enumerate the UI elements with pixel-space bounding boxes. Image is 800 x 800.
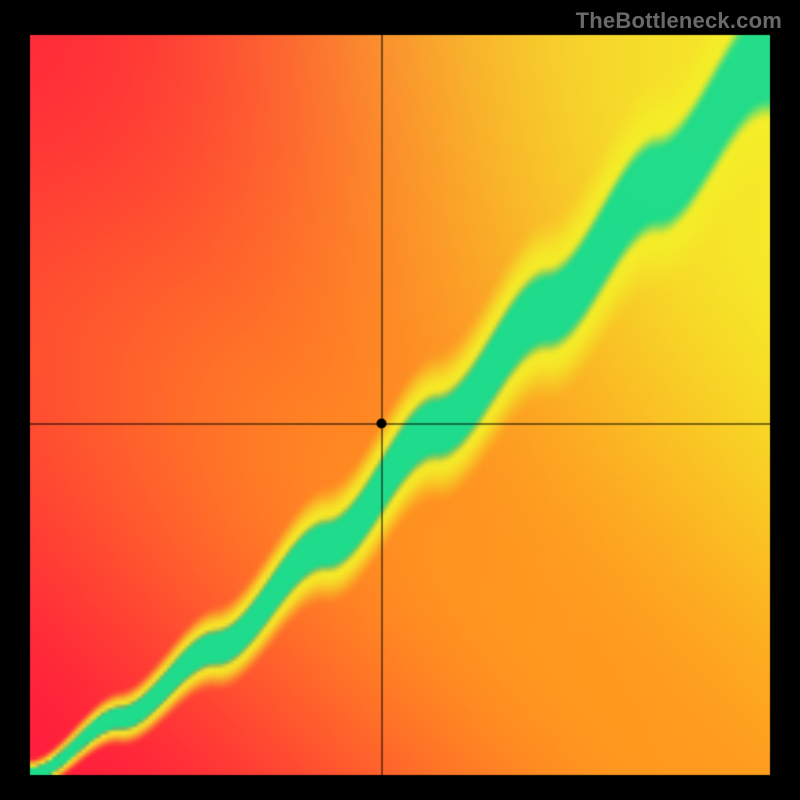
watermark-text: TheBottleneck.com <box>576 8 782 34</box>
heatmap-canvas <box>0 0 800 800</box>
figure: TheBottleneck.com <box>0 0 800 800</box>
